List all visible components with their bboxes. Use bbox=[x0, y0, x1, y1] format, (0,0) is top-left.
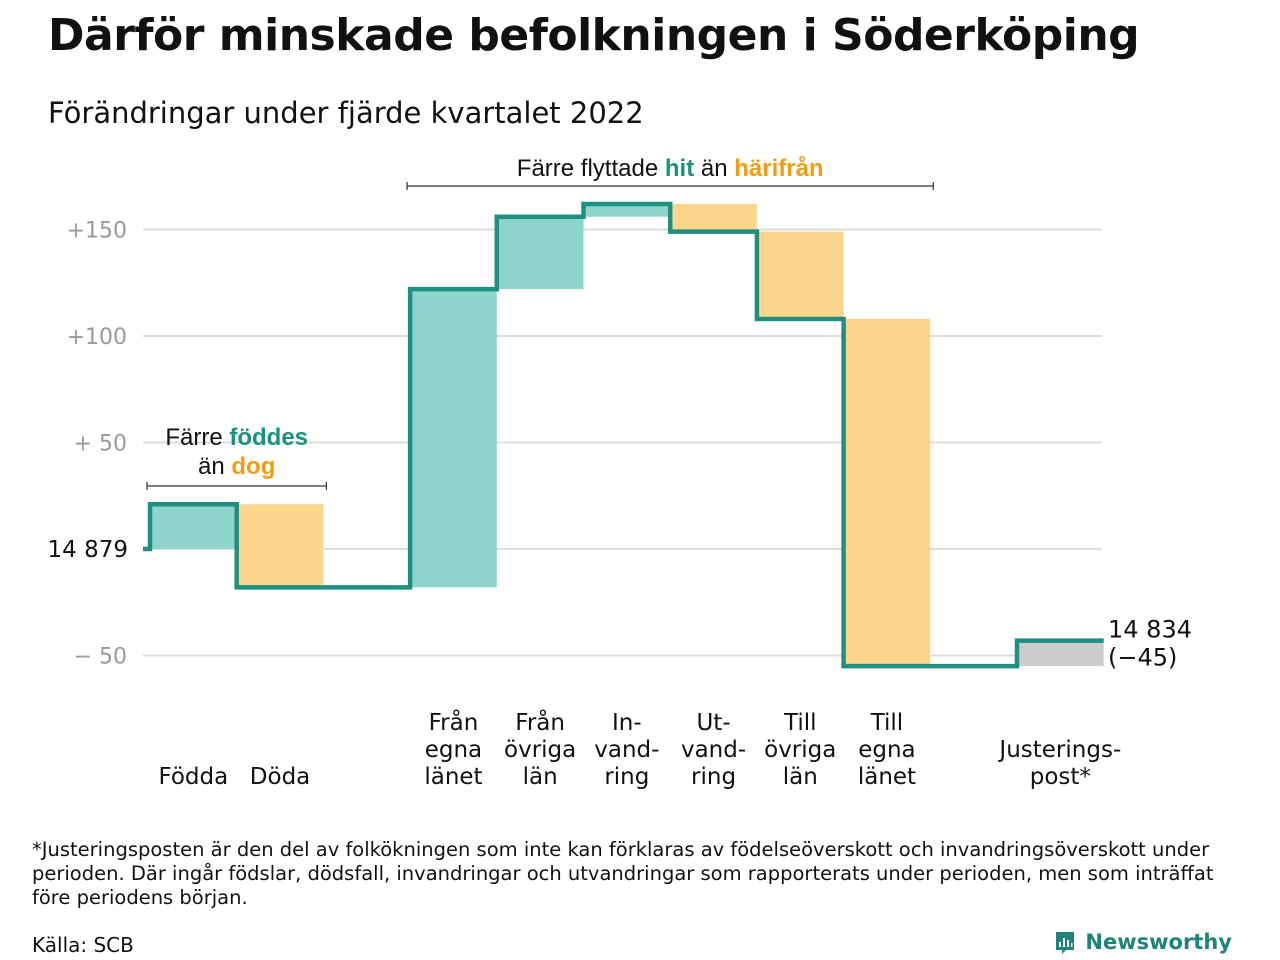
annotation-migration: Färre flyttade hit än härifrån bbox=[517, 155, 824, 182]
annotation-births-line1: Färre föddes bbox=[165, 424, 308, 451]
annotation-births-line2: än dog bbox=[198, 453, 275, 480]
category-label: Döda bbox=[250, 764, 310, 790]
category-label: vand- bbox=[594, 737, 659, 763]
waterfall-bar bbox=[1017, 640, 1104, 667]
category-label: Till bbox=[870, 710, 904, 736]
category-label: övriga bbox=[764, 737, 836, 763]
waterfall-bar bbox=[410, 289, 497, 588]
category-label: post* bbox=[1030, 764, 1091, 790]
waterfall-bar bbox=[670, 203, 757, 232]
y-tick-label: +150 bbox=[67, 219, 127, 244]
annotation-word: härifrån bbox=[734, 155, 823, 182]
category-label: Från bbox=[429, 708, 479, 736]
newsworthy-logo-icon bbox=[1056, 932, 1075, 954]
annotation-word: än bbox=[694, 155, 734, 182]
y-tick-label: − 50 bbox=[74, 645, 127, 670]
category-label: Ut- bbox=[696, 710, 730, 736]
category-label: egna bbox=[425, 737, 482, 763]
category-label: Till bbox=[783, 710, 817, 736]
source-credit: Källa: SCB bbox=[32, 933, 134, 957]
chart-title: Därför minskade befolkningen i Söderköpi… bbox=[48, 10, 1140, 61]
chart-subtitle: Förändringar under fjärde kvartalet 2022 bbox=[48, 96, 644, 130]
waterfall-bar bbox=[496, 216, 584, 290]
category-label: ring bbox=[691, 764, 736, 790]
brand-logo: Newsworthy bbox=[1053, 930, 1232, 954]
start-value-label: 14 879 bbox=[48, 537, 128, 563]
category-label: In- bbox=[612, 710, 642, 736]
category-label: Födda bbox=[158, 764, 228, 790]
category-label: Från bbox=[515, 708, 565, 736]
end-value-label: 14 834 bbox=[1108, 616, 1192, 644]
category-label: Justerings- bbox=[997, 737, 1121, 763]
category-label: länet bbox=[858, 764, 916, 790]
annotation-word: Färre flyttade bbox=[517, 155, 665, 182]
category-label: länet bbox=[424, 764, 482, 790]
category-label: vand- bbox=[681, 737, 746, 763]
annotation-word: än bbox=[198, 453, 231, 480]
category-label: län bbox=[783, 764, 818, 790]
waterfall-bar bbox=[756, 231, 844, 319]
category-label: egna bbox=[858, 737, 915, 763]
waterfall-bar bbox=[150, 504, 237, 549]
waterfall-bar bbox=[583, 203, 671, 217]
brand-name: Newsworthy bbox=[1085, 930, 1232, 954]
waterfall-bar bbox=[236, 504, 324, 588]
annotation-word: Färre bbox=[165, 424, 229, 451]
waterfall-bar bbox=[843, 318, 931, 667]
end-change-label: (−45) bbox=[1108, 644, 1177, 672]
y-tick-label: + 50 bbox=[74, 432, 127, 457]
category-label: ring bbox=[604, 764, 649, 790]
annotation-word: hit bbox=[665, 155, 694, 182]
annotation-word: föddes bbox=[229, 424, 308, 451]
annotation-word: dog bbox=[231, 453, 275, 480]
category-label: län bbox=[523, 764, 558, 790]
category-label: övriga bbox=[504, 737, 576, 763]
footnote: *Justeringsposten är den del av folkökni… bbox=[32, 838, 1214, 909]
cumulative-line bbox=[143, 201, 1104, 669]
y-tick-label: +100 bbox=[67, 325, 127, 350]
